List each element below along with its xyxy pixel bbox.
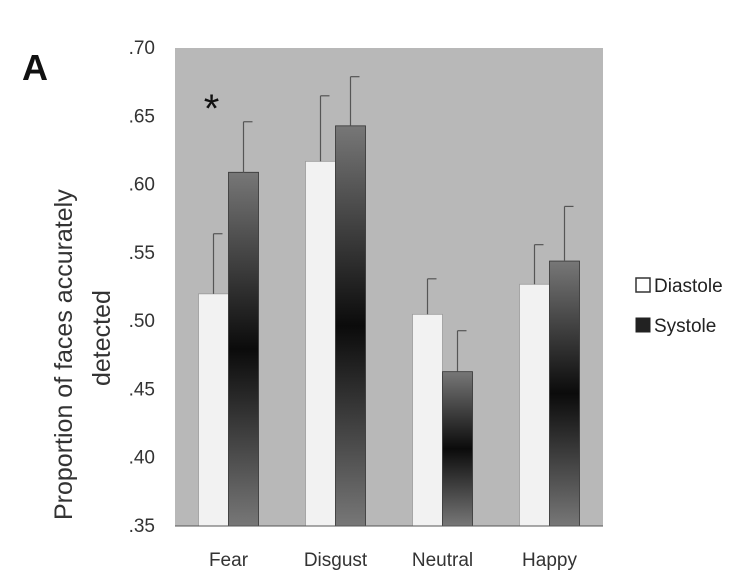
bar-systole-disgust	[335, 125, 366, 527]
bar-systole-fear	[228, 171, 259, 527]
bar-diastole-happy	[519, 283, 550, 527]
x-category-label: Fear	[209, 550, 249, 571]
bar-diastole-neutral	[412, 313, 443, 527]
bar-systole-happy	[549, 260, 580, 527]
plot-area	[175, 48, 603, 527]
y-axis-label-line-1: Proportion of faces accurately	[50, 189, 78, 520]
y-tick-label: .70	[129, 38, 155, 59]
panel-label: A	[22, 47, 48, 88]
y-tick-label: .60	[129, 175, 155, 196]
y-axis-label-line-2: detected	[88, 290, 116, 386]
legend-swatch-diastole	[635, 277, 651, 293]
bar-systole-neutral	[442, 371, 473, 527]
bar-diastole-fear	[198, 293, 229, 527]
y-tick-label: .40	[129, 448, 155, 469]
y-tick-label: .65	[129, 106, 155, 127]
legend: Diastole Systole	[635, 276, 723, 337]
x-category-label: Happy	[522, 550, 577, 571]
y-tick-label: .45	[129, 379, 155, 400]
legend-label-systole: Systole	[654, 316, 716, 337]
y-tick-label: .55	[129, 243, 155, 264]
significance-marker: *	[204, 87, 220, 131]
legend-swatch-systole	[635, 317, 651, 333]
y-tick-label: .35	[129, 516, 155, 537]
bar-diastole-disgust	[305, 160, 336, 527]
x-category-label: Neutral	[412, 550, 473, 571]
y-tick-label: .50	[129, 311, 155, 332]
x-category-label: Disgust	[304, 550, 368, 571]
legend-label-diastole: Diastole	[654, 276, 723, 297]
